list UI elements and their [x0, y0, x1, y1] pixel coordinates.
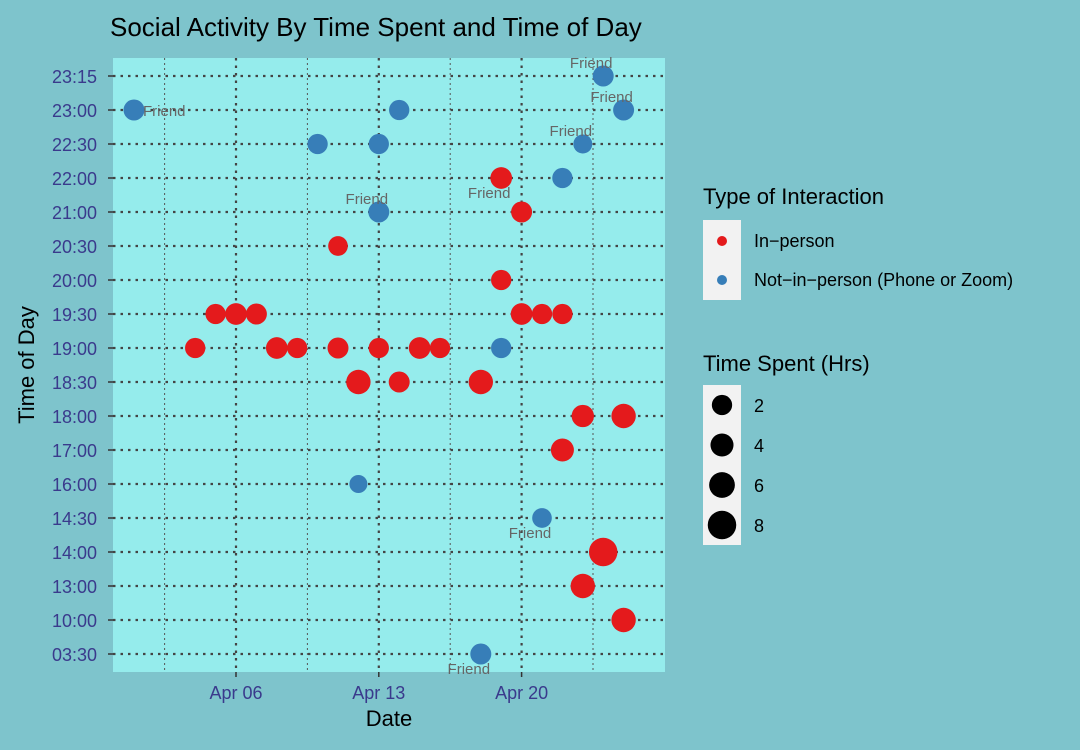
legend-size-swatch — [709, 472, 735, 498]
data-point — [552, 167, 573, 189]
x-tick-label: Apr 13 — [352, 683, 405, 703]
y-tick-label: 03:30 — [52, 645, 97, 665]
point-labels: Friend Friend Friend Friend Friend Friend Frie… — [143, 55, 633, 678]
data-point — [490, 167, 513, 189]
legend-size-swatch — [711, 394, 733, 416]
legend-size-swatch — [710, 433, 734, 457]
data-points — [123, 65, 636, 665]
y-axis-title: Time of Day — [14, 306, 39, 424]
data-point — [611, 403, 636, 429]
legend-in-person-swatch — [717, 236, 727, 246]
data-point — [368, 133, 389, 155]
y-tick-label: 14:00 — [52, 543, 97, 563]
data-point — [287, 337, 308, 359]
legend-in-person-label: In−person — [754, 231, 835, 251]
y-tick-label: 18:30 — [52, 373, 97, 393]
point-label: Friend — [346, 191, 389, 208]
legend-color-title: Type of Interaction — [703, 184, 884, 209]
legend-not-in-person-swatch — [717, 275, 727, 285]
data-point — [307, 133, 328, 155]
data-point — [123, 99, 145, 121]
data-point — [368, 201, 390, 223]
y-tick-label: 22:30 — [52, 135, 97, 155]
data-point — [346, 369, 371, 395]
point-label: Friend — [143, 103, 186, 120]
point-label: Friend — [509, 525, 552, 542]
legend-color-key-bg — [703, 220, 741, 300]
y-axis: 03:30 10:00 13:00 14:00 14:30 16:00 17:00 18:00… — [52, 67, 113, 665]
data-point — [531, 303, 553, 325]
y-tick-label: 10:00 — [52, 611, 97, 631]
data-point — [470, 643, 492, 665]
data-point — [611, 607, 636, 633]
legend-size-label: 2 — [754, 396, 764, 416]
point-label: Friend — [448, 661, 491, 678]
x-tick-label: Apr 06 — [209, 683, 262, 703]
point-label: Friend — [468, 185, 511, 202]
y-tick-label: 23:15 — [52, 67, 97, 87]
plot-panel — [113, 58, 665, 672]
data-point — [613, 99, 635, 121]
y-tick-label: 22:00 — [52, 169, 97, 189]
data-point — [328, 236, 348, 256]
data-point — [389, 99, 410, 121]
legend-size-label: 8 — [754, 516, 764, 536]
legend-size-title: Time Spent (Hrs) — [703, 351, 870, 376]
data-point — [468, 369, 493, 395]
point-label: Friend — [570, 55, 613, 72]
data-point — [491, 269, 512, 291]
legend-size-label: 4 — [754, 436, 764, 456]
data-point — [349, 474, 368, 494]
point-label: Friend — [590, 89, 633, 106]
data-point — [245, 303, 267, 325]
y-tick-label: 18:00 — [52, 407, 97, 427]
data-point — [491, 337, 512, 359]
data-point — [388, 371, 410, 393]
legend: Type of Interaction In−person Not−in−per… — [703, 184, 1013, 545]
y-tick-label: 20:00 — [52, 271, 97, 291]
legend-size-swatch — [707, 510, 737, 540]
legend-size-keys: 2 4 6 8 — [707, 394, 764, 540]
legend-size-label: 6 — [754, 476, 764, 496]
data-point — [225, 303, 247, 325]
data-point — [265, 337, 288, 359]
data-point — [368, 337, 389, 359]
y-tick-label: 17:00 — [52, 441, 97, 461]
y-tick-label: 23:00 — [52, 101, 97, 121]
y-tick-label: 20:30 — [52, 237, 97, 257]
y-tick-label: 16:00 — [52, 475, 97, 495]
data-point — [511, 201, 533, 223]
data-point — [573, 134, 593, 154]
y-tick-label: 14:30 — [52, 509, 97, 529]
grid-minor — [164, 58, 594, 672]
data-point — [571, 404, 594, 428]
x-tick-label: Apr 20 — [495, 683, 548, 703]
data-point — [429, 337, 451, 359]
y-tick-label: 19:30 — [52, 305, 97, 325]
chart-title: Social Activity By Time Spent and Time o… — [110, 12, 642, 42]
data-point — [550, 438, 574, 462]
x-axis-title: Date — [366, 706, 412, 731]
point-label: Friend — [550, 123, 593, 140]
data-point — [185, 337, 206, 359]
data-point — [327, 337, 349, 359]
data-point — [552, 303, 573, 325]
data-point — [510, 303, 533, 325]
data-point — [532, 508, 552, 528]
legend-not-in-person-label: Not−in−person (Phone or Zoom) — [754, 270, 1013, 290]
data-point — [205, 303, 226, 325]
x-axis: Apr 06 Apr 13 Apr 20 — [209, 672, 548, 703]
data-point — [588, 537, 618, 567]
y-tick-label: 13:00 — [52, 577, 97, 597]
data-point — [592, 65, 614, 87]
y-tick-label: 19:00 — [52, 339, 97, 359]
y-tick-label: 21:00 — [52, 203, 97, 223]
data-point — [408, 337, 431, 359]
data-point — [570, 573, 595, 599]
